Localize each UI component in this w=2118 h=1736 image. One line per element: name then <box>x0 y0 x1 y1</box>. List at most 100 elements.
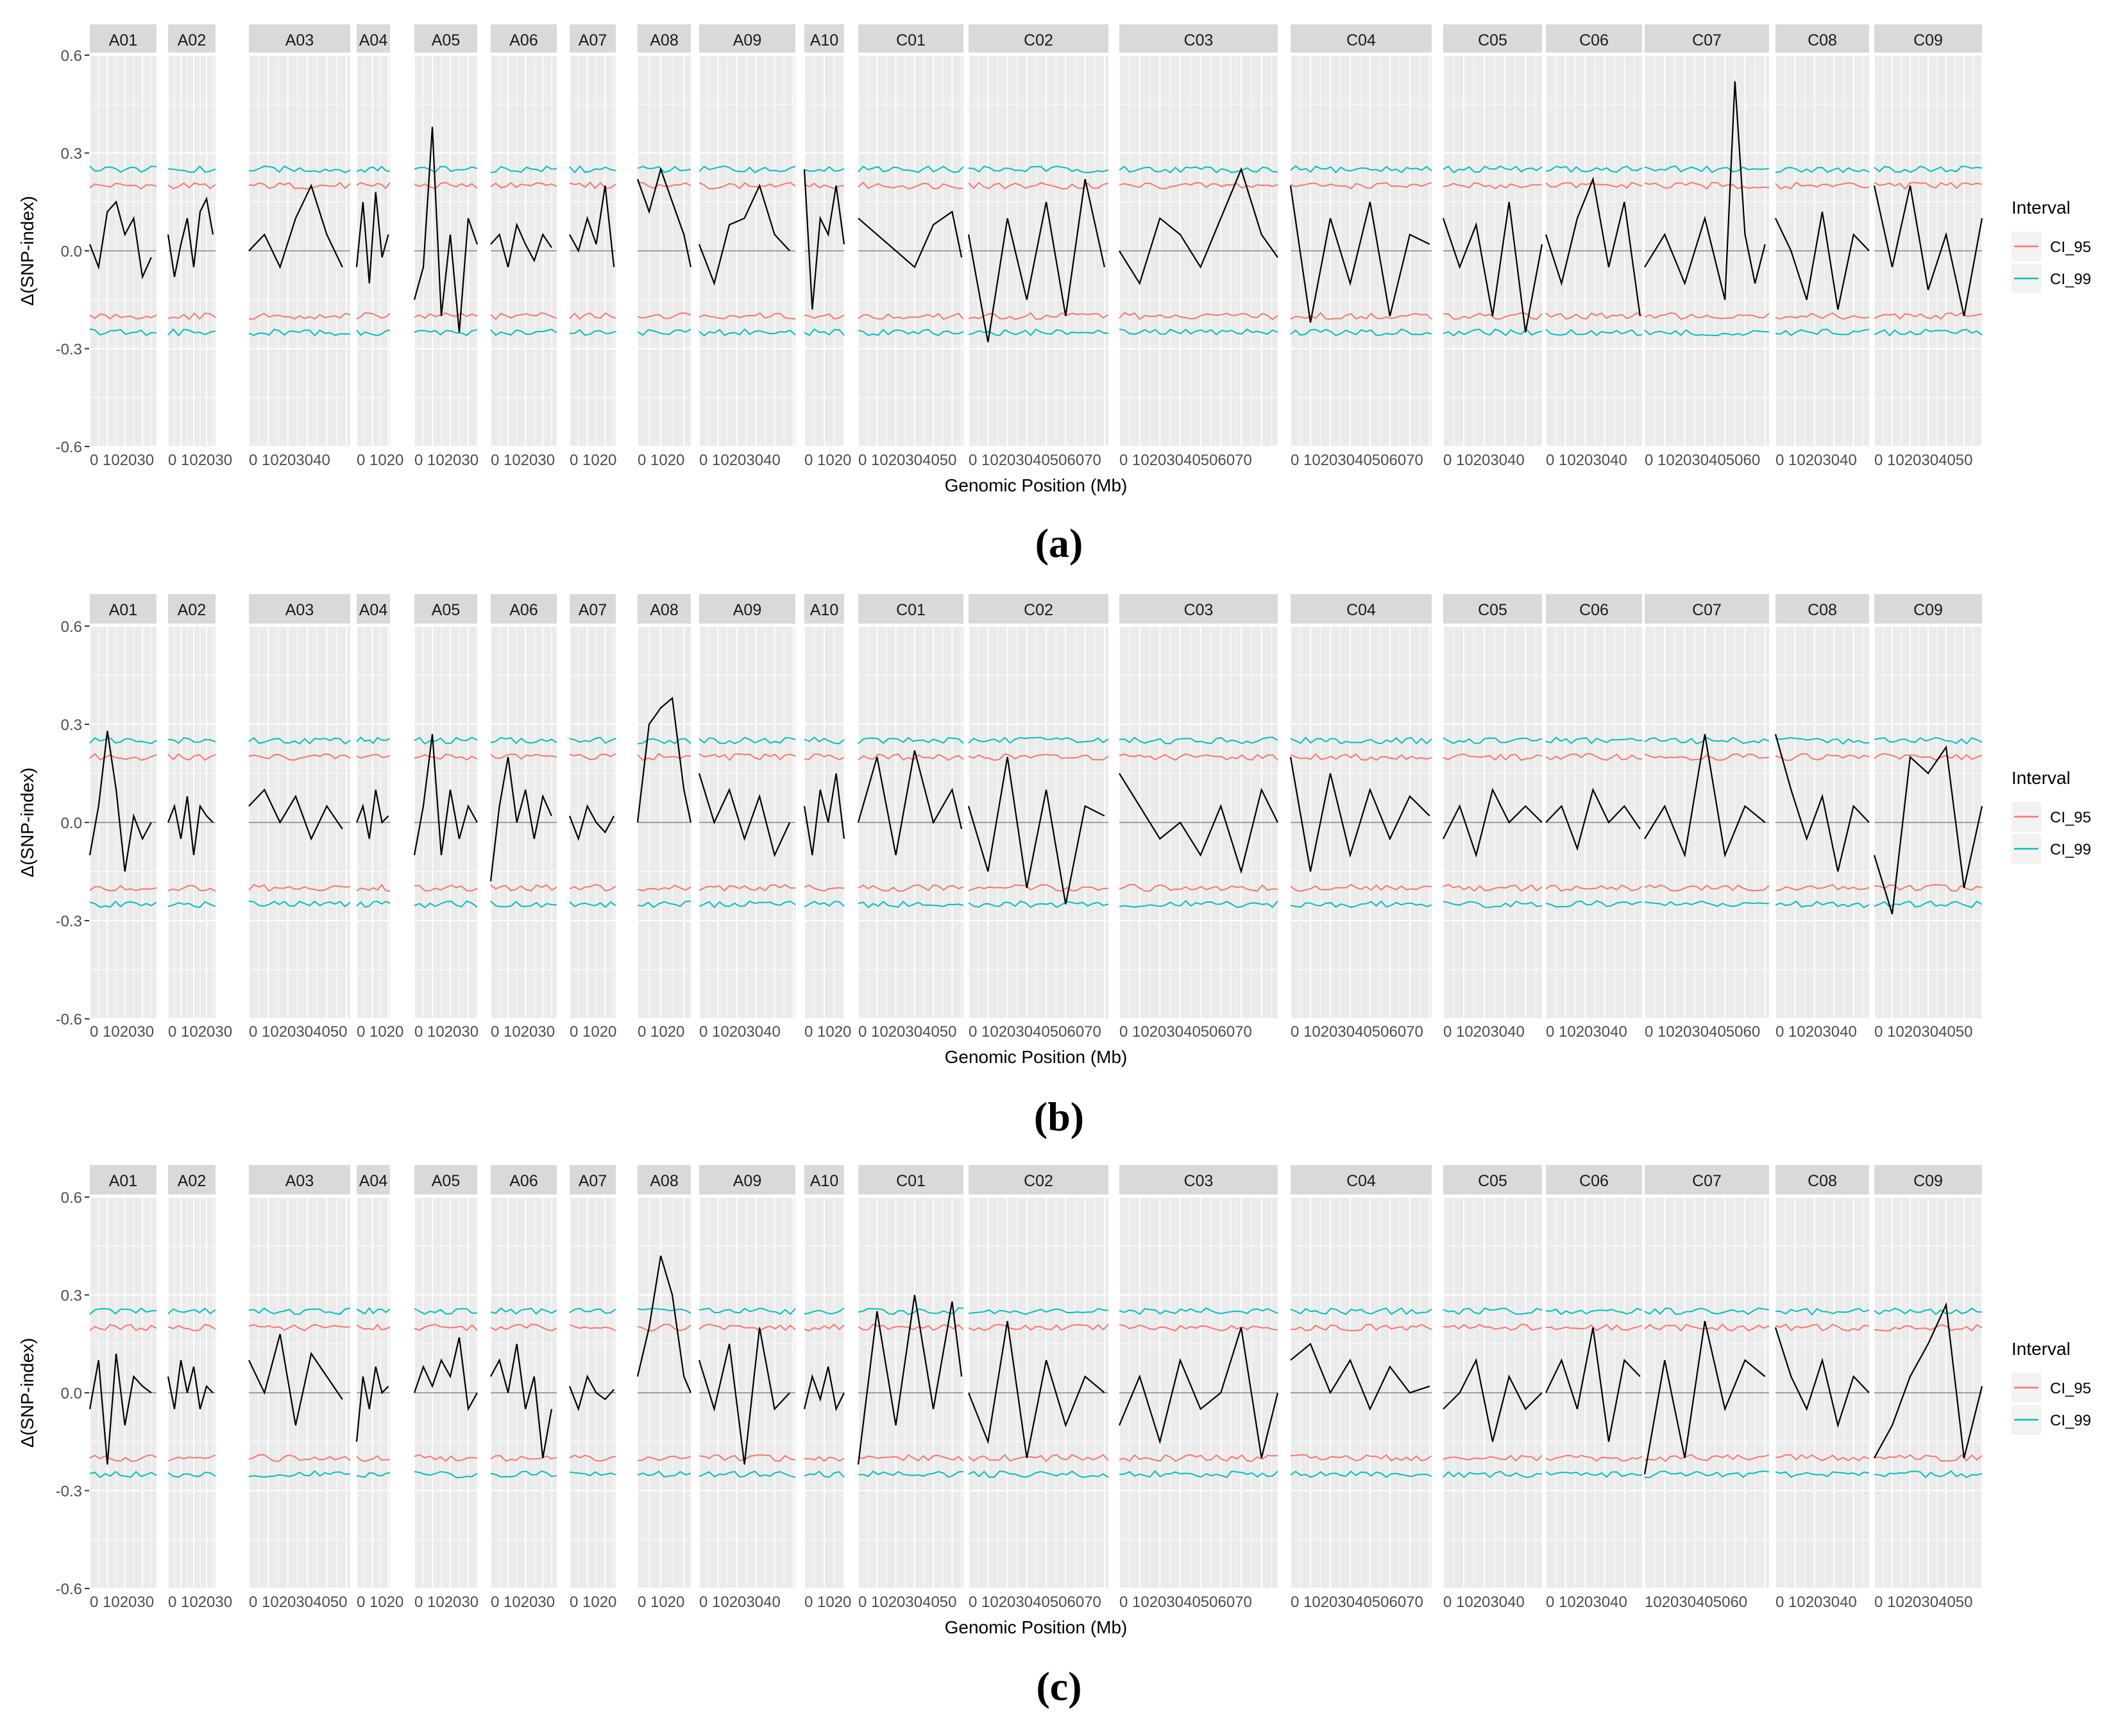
ci95-upper-line <box>356 1323 391 1331</box>
facet-label-c05: C05 <box>1478 601 1507 619</box>
facet-label-c01: C01 <box>896 1172 926 1190</box>
snp-index-line-c06 <box>1545 787 1641 851</box>
snp-index-line-c09 <box>1873 745 1983 915</box>
ci99-lower-line <box>968 900 1109 908</box>
x-tick-labels: 0 10203040 <box>699 452 781 469</box>
ci95-upper-line <box>167 182 216 190</box>
snp-index-line-a07 <box>568 1374 615 1411</box>
x-tick-labels: 0 102030 <box>168 1023 232 1041</box>
facet-label-c09: C09 <box>1913 1172 1943 1190</box>
ci95-lower-line <box>1644 1454 1770 1463</box>
facet-strip <box>168 1165 216 1195</box>
chart-caption: (b) <box>1034 1094 1084 1139</box>
y-axis-title: Δ(SNP-index) <box>17 1338 37 1447</box>
ci99-lower-line <box>1775 1471 1870 1478</box>
ci95-lower-line <box>968 884 1108 892</box>
ci99-lower-line <box>1644 1470 1770 1479</box>
chart-caption: (a) <box>1035 520 1083 566</box>
y-tick-label: 0.6 <box>61 618 82 636</box>
ci95-upper-line <box>699 1323 796 1332</box>
facet-strip <box>1775 1165 1869 1195</box>
facet-strip <box>699 24 795 53</box>
ci95-lower-line <box>569 1454 616 1462</box>
ci99-lower-line <box>1874 1470 1983 1479</box>
facet-strip <box>804 594 844 624</box>
snp-index-line-a01 <box>89 1353 152 1465</box>
x-tick-labels: 0 10203040 <box>1546 452 1627 469</box>
facet-strip <box>249 24 350 53</box>
ci99-lower-line <box>1290 1470 1432 1478</box>
ci95-upper-line <box>248 182 351 189</box>
x-tick-labels: 0 102030 <box>168 1594 232 1611</box>
x-axis-title: Genomic Position (Mb) <box>945 1617 1128 1637</box>
y-tick-label: -0.3 <box>56 913 82 930</box>
ci99-upper-line <box>1290 736 1432 745</box>
facet-strip <box>357 24 390 53</box>
ci95-lower-line <box>1545 312 1643 320</box>
ci99-lower-line <box>356 900 391 908</box>
facet-strip <box>90 24 157 53</box>
ci95-upper-line <box>569 753 616 760</box>
ci99-upper-line <box>1775 736 1870 745</box>
ci99-upper-line <box>356 1307 391 1315</box>
ci99-lower-line <box>637 900 691 908</box>
snp-index-line-c06 <box>1545 176 1641 316</box>
facet-strip <box>414 24 477 53</box>
facet-label-a01: A01 <box>109 31 137 49</box>
facet-strip <box>1645 594 1769 624</box>
ci95-upper-line <box>89 182 157 190</box>
ci95-lower-line <box>569 312 616 320</box>
facet-strip <box>858 594 963 624</box>
ci95-lower-line <box>89 313 157 320</box>
ci99-upper-line <box>167 1307 216 1315</box>
snp-index-line-c04 <box>1290 1343 1430 1411</box>
snp-index-line-a06 <box>490 222 552 268</box>
ci99-lower-line <box>356 329 391 337</box>
facet-strip <box>168 24 216 53</box>
facet-label-a09: A09 <box>733 1172 761 1190</box>
facet-strip <box>491 1165 557 1195</box>
ci99-lower-line <box>414 1470 478 1479</box>
facet-label-c04: C04 <box>1346 1172 1376 1190</box>
facet-label-c08: C08 <box>1808 31 1837 49</box>
ci95-lower-line <box>414 1454 478 1462</box>
snp-index-line-c03 <box>1118 1327 1279 1458</box>
ci99-lower-line <box>1874 900 1983 908</box>
ci99-lower-line <box>968 328 1109 337</box>
ci99-upper-line <box>637 1307 691 1314</box>
ci95-lower-line <box>1119 883 1278 892</box>
ci99-lower-line <box>699 328 796 337</box>
ci95-upper-line <box>1775 181 1870 190</box>
snp-index-line-c01 <box>857 750 963 856</box>
snp-index-line-a06 <box>490 1343 552 1458</box>
ci95-upper-line <box>167 1323 216 1332</box>
snp-index-line-a09 <box>698 1327 791 1465</box>
facet-label-c04: C04 <box>1346 601 1376 619</box>
facet-label-c05: C05 <box>1478 1172 1507 1190</box>
chart-a: -0.6 -0.3 0.0 0.3 0.6 Δ(SNP-index) A01 0 102030… <box>17 24 2091 566</box>
facet-strip <box>414 594 477 624</box>
ci99-lower-line <box>89 328 157 336</box>
x-tick-labels: 0 10203040 <box>699 1594 781 1611</box>
ci95-upper-line <box>1290 182 1432 190</box>
ci95-upper-line <box>167 753 216 762</box>
x-tick-labels: 0 10203040 <box>1443 452 1525 469</box>
ci95-lower-line <box>1290 883 1432 892</box>
facet-label-c02: C02 <box>1024 31 1053 49</box>
ci95-upper-line <box>1644 753 1770 761</box>
facet-label-a07: A07 <box>579 31 607 49</box>
ci99-upper-line <box>858 1307 964 1316</box>
ci95-lower-line <box>1290 312 1432 320</box>
ci95-upper-line <box>490 753 557 760</box>
snp-index-line-c02 <box>967 756 1105 905</box>
facet-label-a10: A10 <box>810 31 838 49</box>
ci95-upper-line <box>414 182 478 189</box>
facet-label-c07: C07 <box>1692 31 1722 49</box>
ci99-upper-line <box>89 1307 157 1315</box>
ci95-upper-line <box>89 753 157 761</box>
facet-label-a04: A04 <box>359 31 388 49</box>
facet-label-a03: A03 <box>285 601 314 619</box>
ci95-upper-line <box>1443 753 1543 762</box>
ci99-upper-line <box>1545 165 1643 173</box>
facet-strip <box>570 24 616 53</box>
